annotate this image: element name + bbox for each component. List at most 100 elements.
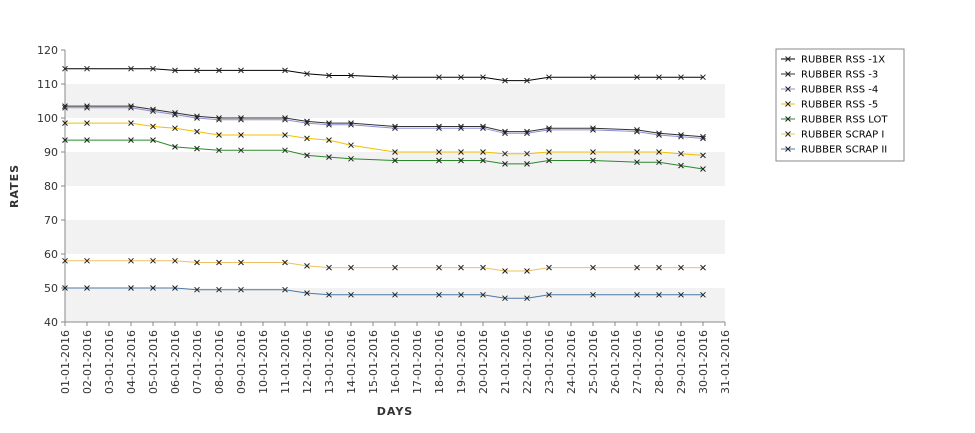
series-layer xyxy=(62,65,706,302)
point-marker xyxy=(238,147,244,154)
point-marker xyxy=(128,65,134,72)
point-marker xyxy=(480,125,486,132)
point-marker xyxy=(436,291,442,298)
point-marker xyxy=(84,257,90,264)
point-marker xyxy=(172,144,178,150)
data-point xyxy=(678,162,684,169)
data-point xyxy=(392,149,398,155)
data-point xyxy=(304,152,310,159)
point-marker xyxy=(678,291,684,298)
x-tick-label: 30-01-2016 xyxy=(697,330,710,394)
data-point xyxy=(458,157,464,164)
data-point xyxy=(656,264,662,271)
x-tick-label: 07-01-2016 xyxy=(191,330,204,394)
point-marker xyxy=(524,150,530,157)
data-point xyxy=(84,120,90,126)
y-tick-label: 50 xyxy=(44,282,58,295)
data-point xyxy=(678,133,684,140)
point-marker xyxy=(194,128,200,135)
point-marker xyxy=(348,264,354,271)
data-point xyxy=(590,74,596,81)
data-point xyxy=(348,142,354,149)
x-tick-label: 08-01-2016 xyxy=(213,330,226,394)
x-tick-label: 25-01-2016 xyxy=(587,330,600,394)
legend-label: RUBBER SCRAP II xyxy=(801,145,887,156)
x-tick-label: 04-01-2016 xyxy=(125,330,138,394)
point-marker xyxy=(194,145,200,152)
data-point xyxy=(458,291,464,298)
point-marker xyxy=(546,157,552,164)
legend-marker xyxy=(785,101,791,107)
data-point xyxy=(150,108,156,115)
data-point xyxy=(326,137,332,143)
legend-marker xyxy=(785,116,791,122)
data-point xyxy=(62,104,68,111)
x-tick-label: 20-01-2016 xyxy=(477,330,490,394)
data-point xyxy=(546,74,552,81)
point-marker xyxy=(634,128,640,135)
data-point xyxy=(546,149,552,155)
data-point xyxy=(238,132,244,138)
x-tick-label: 09-01-2016 xyxy=(235,330,248,394)
point-marker xyxy=(392,74,398,81)
legend-item: RUBBER RSS -1X xyxy=(781,55,885,66)
point-marker xyxy=(128,137,134,143)
data-point xyxy=(590,127,596,133)
point-marker xyxy=(524,295,530,302)
data-point xyxy=(326,264,332,271)
point-marker xyxy=(480,74,486,81)
grid-band xyxy=(65,288,725,322)
data-point xyxy=(238,67,244,74)
data-point xyxy=(62,285,68,291)
data-point xyxy=(348,291,354,298)
x-tick-label: 19-01-2016 xyxy=(455,330,468,394)
point-marker xyxy=(502,130,508,137)
data-point xyxy=(128,137,134,143)
data-point xyxy=(480,74,486,81)
data-point xyxy=(656,159,662,166)
data-point xyxy=(216,116,222,123)
point-marker xyxy=(282,67,288,74)
point-marker xyxy=(216,116,222,123)
point-marker xyxy=(546,74,552,81)
data-point xyxy=(238,147,244,154)
point-marker xyxy=(172,285,178,291)
data-point xyxy=(392,157,398,164)
data-point xyxy=(216,67,222,74)
data-point xyxy=(458,125,464,132)
data-point xyxy=(238,286,244,293)
point-marker xyxy=(502,150,508,157)
point-marker xyxy=(700,166,706,172)
grid-bands xyxy=(65,84,725,322)
point-marker xyxy=(304,263,310,269)
data-point xyxy=(150,285,156,291)
x-tick-label: 14-01-2016 xyxy=(345,330,358,394)
data-point xyxy=(172,285,178,291)
data-point xyxy=(700,152,706,159)
data-point xyxy=(326,121,332,128)
legend: RUBBER RSS -1X RUBBER RSS -3 RUBBER RSS -4… xyxy=(775,48,905,162)
data-point xyxy=(458,149,464,155)
data-point xyxy=(282,147,288,154)
point-marker xyxy=(524,130,530,137)
point-marker xyxy=(458,125,464,132)
point-marker xyxy=(524,77,530,84)
y-tick-label: 60 xyxy=(44,248,58,261)
x-tick-label: 06-01-2016 xyxy=(169,330,182,394)
point-marker xyxy=(62,65,68,72)
data-point xyxy=(282,67,288,74)
data-point xyxy=(216,259,222,266)
point-marker xyxy=(634,291,640,298)
point-marker xyxy=(216,132,222,138)
point-marker xyxy=(216,259,222,266)
data-point xyxy=(524,77,530,84)
data-point xyxy=(458,74,464,81)
x-tick-label: 17-01-2016 xyxy=(411,330,424,394)
data-point xyxy=(128,120,134,126)
data-point xyxy=(436,149,442,155)
point-marker xyxy=(216,67,222,74)
point-marker xyxy=(282,116,288,123)
point-marker xyxy=(392,157,398,164)
legend-label: RUBBER RSS -1X xyxy=(801,55,885,66)
data-point xyxy=(128,285,134,291)
